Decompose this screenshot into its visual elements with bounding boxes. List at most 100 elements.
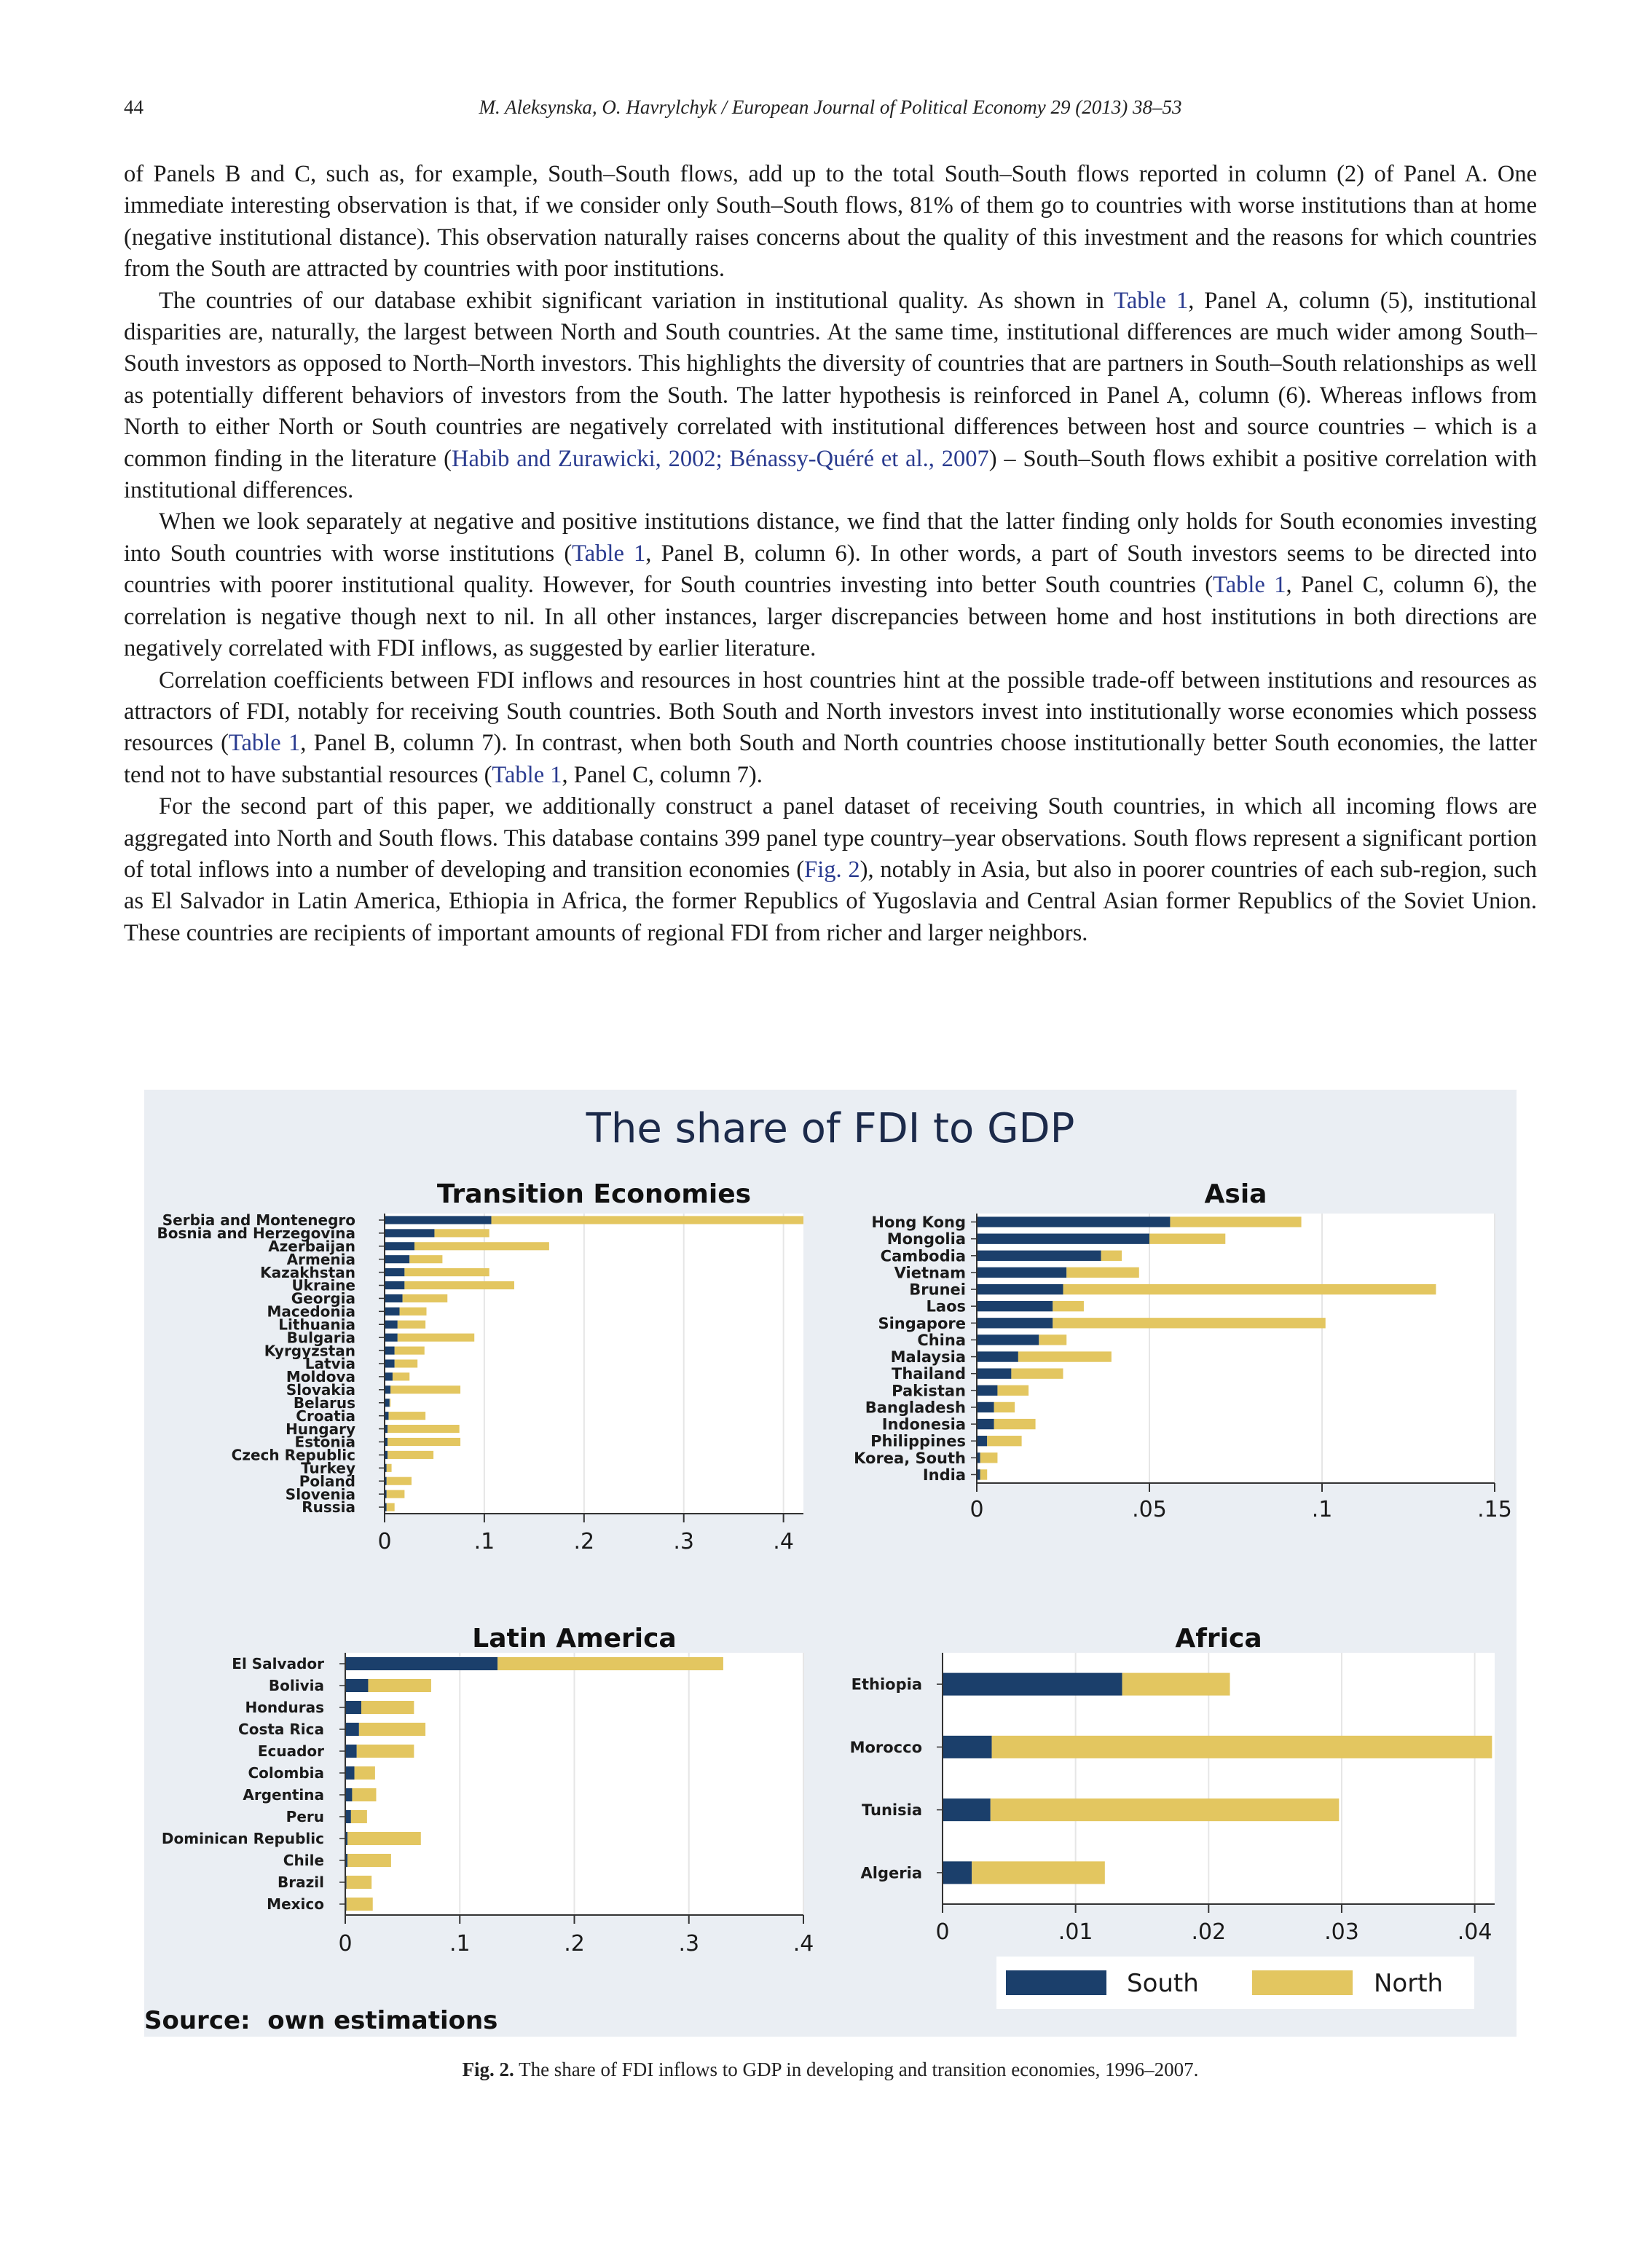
category-label: Malaysia (891, 1348, 966, 1366)
category-label: Bulgaria (287, 1329, 355, 1346)
plot-area (385, 1214, 803, 1514)
bar-north (414, 1242, 549, 1251)
bar-north (346, 1898, 373, 1911)
table-1-link[interactable]: Table 1 (572, 540, 646, 567)
citation-link[interactable]: Habib and Zurawicki, 2002; Bénassy-Quéré… (452, 445, 989, 472)
category-label: Chile (283, 1852, 324, 1869)
bar-south (943, 1672, 1122, 1696)
bar-south (385, 1490, 387, 1498)
bar-north (388, 1437, 461, 1447)
bar-north (1149, 1233, 1226, 1244)
x-tick-label: 0 (969, 1497, 983, 1522)
bar-north (980, 1452, 998, 1463)
category-label: Turkey (301, 1460, 355, 1477)
category-label: Bolivia (269, 1677, 324, 1694)
bar-south (385, 1268, 405, 1277)
panel-title: Asia (1205, 1179, 1267, 1209)
bar-south (385, 1307, 400, 1316)
bar-north (1018, 1351, 1112, 1362)
category-label: Bosnia and Herzegovina (157, 1224, 355, 1242)
bar-south (385, 1346, 395, 1355)
category-label: Russia (302, 1498, 355, 1516)
bar-south (385, 1385, 391, 1394)
bar-south (385, 1399, 390, 1407)
bar-south (345, 1701, 362, 1714)
paragraph-5: For the second part of this paper, we ad… (124, 791, 1537, 949)
bar-north (1066, 1267, 1139, 1278)
bar-north (409, 1255, 443, 1264)
category-label: Tunisia (862, 1801, 922, 1819)
category-label: Slovakia (286, 1381, 355, 1399)
bar-north (1101, 1250, 1122, 1261)
x-tick-label: .2 (573, 1529, 594, 1554)
table-1-link[interactable]: Table 1 (228, 730, 301, 757)
table-1-link[interactable]: Table 1 (1213, 572, 1286, 599)
category-label: El Salvador (232, 1655, 324, 1672)
bar-north (394, 1346, 425, 1355)
bar-north (386, 1463, 392, 1472)
category-label: Croatia (296, 1407, 355, 1425)
bar-north (386, 1477, 412, 1485)
bar-north (1011, 1368, 1063, 1379)
category-label: Moldova (286, 1368, 355, 1385)
legend: South North (996, 1957, 1474, 2009)
category-label: Kazakhstan (260, 1264, 355, 1281)
bar-south (943, 1798, 991, 1822)
paragraph-4-text-b: , Panel B, column 7). In contrast, when … (124, 730, 1538, 788)
panel-title: Africa (1175, 1624, 1262, 1654)
bar-north (994, 1418, 1036, 1430)
category-label: Costa Rica (238, 1721, 324, 1738)
category-label: Macedonia (267, 1303, 355, 1321)
x-tick-label: .4 (773, 1529, 794, 1554)
category-label: Peru (286, 1808, 324, 1825)
legend-swatch-north (1252, 1970, 1353, 1995)
table-1-link[interactable]: Table 1 (1114, 287, 1189, 314)
paragraph-2: The countries of our database exhibit si… (124, 286, 1537, 507)
category-label: Estonia (295, 1434, 355, 1451)
bar-south (977, 1368, 1012, 1379)
x-tick-label: 0 (935, 1919, 949, 1945)
paragraph-3: When we look separately at negative and … (124, 506, 1537, 664)
paragraph-1: of Panels B and C, such as, for example,… (124, 161, 1537, 283)
panel-title: Transition Economies (437, 1179, 751, 1209)
bar-south (385, 1450, 388, 1459)
category-label: Armenia (287, 1251, 355, 1268)
bar-north (994, 1401, 1015, 1413)
category-label: Azerbaijan (268, 1238, 355, 1255)
paragraph-5-text-a: For the second part of this paper, we ad… (124, 793, 1537, 883)
bar-south (977, 1250, 1101, 1261)
x-tick-label: .4 (793, 1931, 814, 1957)
category-label: India (923, 1466, 966, 1484)
category-label: China (917, 1332, 966, 1349)
bar-south (345, 1810, 351, 1823)
paragraph-3-text-b: , Panel B, column 6). In other words, a … (124, 540, 1537, 599)
bar-south (385, 1503, 387, 1511)
paragraph-2-text-c: ) – South–South flows exhibit a positive… (124, 445, 1537, 504)
category-label: Singapore (878, 1315, 966, 1332)
bar-south (977, 1233, 1149, 1244)
category-label: Ecuador (258, 1742, 324, 1760)
category-label: Serbia and Montenegro (162, 1211, 355, 1229)
category-label: Bangladesh (865, 1399, 966, 1416)
bar-south (345, 1854, 348, 1867)
bar-north (404, 1268, 489, 1277)
bar-north (386, 1503, 395, 1511)
table-1-link[interactable]: Table 1 (492, 761, 562, 788)
x-tick-label: .02 (1191, 1919, 1226, 1945)
bar-north (491, 1216, 803, 1224)
bar-south (345, 1766, 355, 1780)
figure-2-link[interactable]: Fig. 2 (804, 856, 860, 883)
legend-label-north: North (1374, 1969, 1443, 1998)
bar-south (385, 1216, 492, 1224)
bar-north (368, 1679, 431, 1692)
bar-south (385, 1294, 403, 1302)
bar-north (1063, 1283, 1436, 1295)
paragraph-3-text-a: When we look separately at negative and … (124, 508, 1537, 567)
figure-caption: Fig. 2. The share of FDI inflows to GDP … (124, 2059, 1537, 2081)
paragraph-5-text-b: ), notably in Asia, but also in poorer c… (124, 856, 1537, 946)
x-tick-label: .15 (1477, 1497, 1512, 1522)
category-label: Georgia (291, 1290, 355, 1308)
category-label: Vietnam (894, 1264, 966, 1281)
bar-south (385, 1281, 405, 1290)
bar-south (977, 1318, 1053, 1329)
